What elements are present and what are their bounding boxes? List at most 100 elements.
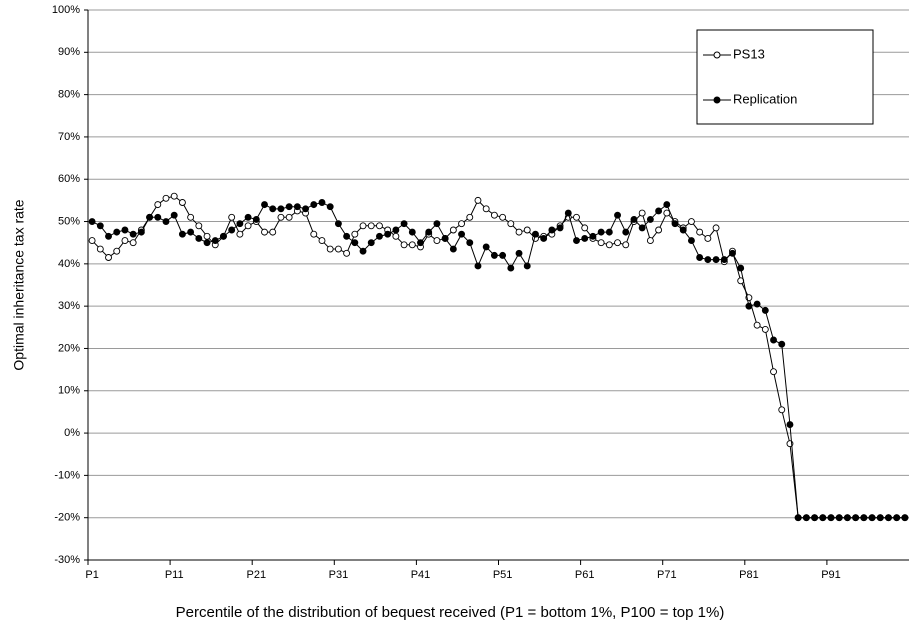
data-point xyxy=(843,514,851,522)
data-point xyxy=(96,222,104,230)
data-point xyxy=(581,235,589,242)
data-point xyxy=(458,230,466,238)
data-point xyxy=(376,222,383,230)
data-point xyxy=(351,239,359,247)
data-point xyxy=(573,213,580,221)
data-point xyxy=(761,306,769,314)
data-point xyxy=(646,237,654,245)
data-point xyxy=(540,235,548,242)
y-tick-label: 40% xyxy=(58,258,80,270)
data-point xyxy=(753,300,761,308)
data-point xyxy=(515,228,523,236)
data-point xyxy=(679,226,687,234)
data-point xyxy=(277,205,285,213)
x-axis-title: Percentile of the distribution of beques… xyxy=(176,604,725,621)
data-point xyxy=(835,514,843,522)
data-point xyxy=(507,220,515,228)
data-point xyxy=(605,228,613,236)
data-point xyxy=(441,235,449,242)
y-tick-label: -30% xyxy=(54,554,80,566)
data-point xyxy=(482,243,490,251)
data-point xyxy=(770,368,777,376)
data-point xyxy=(400,220,408,228)
data-point xyxy=(531,230,539,238)
data-point xyxy=(408,241,416,249)
x-tick-label: P71 xyxy=(657,569,677,581)
data-point xyxy=(507,264,515,272)
data-point xyxy=(712,224,720,232)
data-point xyxy=(178,230,186,238)
data-point xyxy=(162,194,170,202)
data-point xyxy=(671,220,679,228)
data-point xyxy=(425,228,433,236)
data-point xyxy=(129,230,137,238)
data-point xyxy=(704,235,712,242)
data-point xyxy=(761,325,769,333)
data-point xyxy=(170,192,178,200)
data-point xyxy=(778,340,786,348)
data-point xyxy=(162,218,170,225)
data-point xyxy=(597,239,605,247)
data-point xyxy=(523,226,531,234)
data-point xyxy=(302,205,310,213)
data-point xyxy=(474,196,482,204)
x-tick-label: P81 xyxy=(739,569,759,581)
data-point xyxy=(367,239,375,247)
data-point xyxy=(343,232,351,240)
data-point xyxy=(408,228,416,236)
data-point xyxy=(638,209,646,217)
data-point xyxy=(392,232,400,240)
data-point xyxy=(885,514,892,522)
data-point xyxy=(696,228,704,236)
data-point xyxy=(868,514,876,522)
data-point xyxy=(482,205,490,213)
data-point xyxy=(687,237,695,245)
data-point xyxy=(220,232,227,240)
data-point xyxy=(893,514,901,522)
data-point xyxy=(655,226,663,234)
data-point xyxy=(466,213,474,221)
data-point xyxy=(384,230,392,238)
data-point xyxy=(655,207,663,215)
data-point xyxy=(573,237,580,245)
data-point xyxy=(310,230,318,238)
data-point xyxy=(400,241,408,249)
data-point xyxy=(581,224,589,232)
data-point xyxy=(729,249,736,257)
data-point xyxy=(113,228,121,236)
data-point xyxy=(860,514,868,522)
data-point xyxy=(630,215,638,223)
data-point xyxy=(277,213,285,221)
data-point xyxy=(753,321,761,329)
y-tick-label: 20% xyxy=(58,342,80,354)
x-tick-label: P1 xyxy=(85,569,98,581)
data-point xyxy=(745,302,753,310)
data-point xyxy=(663,201,671,209)
data-point xyxy=(490,251,498,259)
data-point xyxy=(597,228,605,236)
data-point xyxy=(244,222,252,230)
data-point xyxy=(646,215,654,223)
data-point xyxy=(696,254,704,261)
data-point xyxy=(88,218,96,225)
data-point xyxy=(376,232,383,240)
data-point xyxy=(778,406,786,414)
data-point xyxy=(737,264,745,272)
x-tick-label: P11 xyxy=(165,569,184,581)
data-point xyxy=(449,245,457,253)
data-point xyxy=(105,232,112,240)
data-point xyxy=(187,213,195,221)
data-point xyxy=(901,514,909,522)
data-point xyxy=(121,226,129,234)
data-point xyxy=(244,213,252,221)
x-tick-label: P61 xyxy=(575,569,595,581)
legend-swatch-marker xyxy=(713,96,721,104)
y-tick-label: 80% xyxy=(58,89,80,101)
data-point xyxy=(105,254,112,261)
data-point xyxy=(170,211,178,219)
data-point xyxy=(318,237,326,245)
data-point xyxy=(622,241,630,249)
y-tick-label: 10% xyxy=(58,385,80,397)
data-point xyxy=(343,249,351,257)
data-point xyxy=(852,514,860,522)
